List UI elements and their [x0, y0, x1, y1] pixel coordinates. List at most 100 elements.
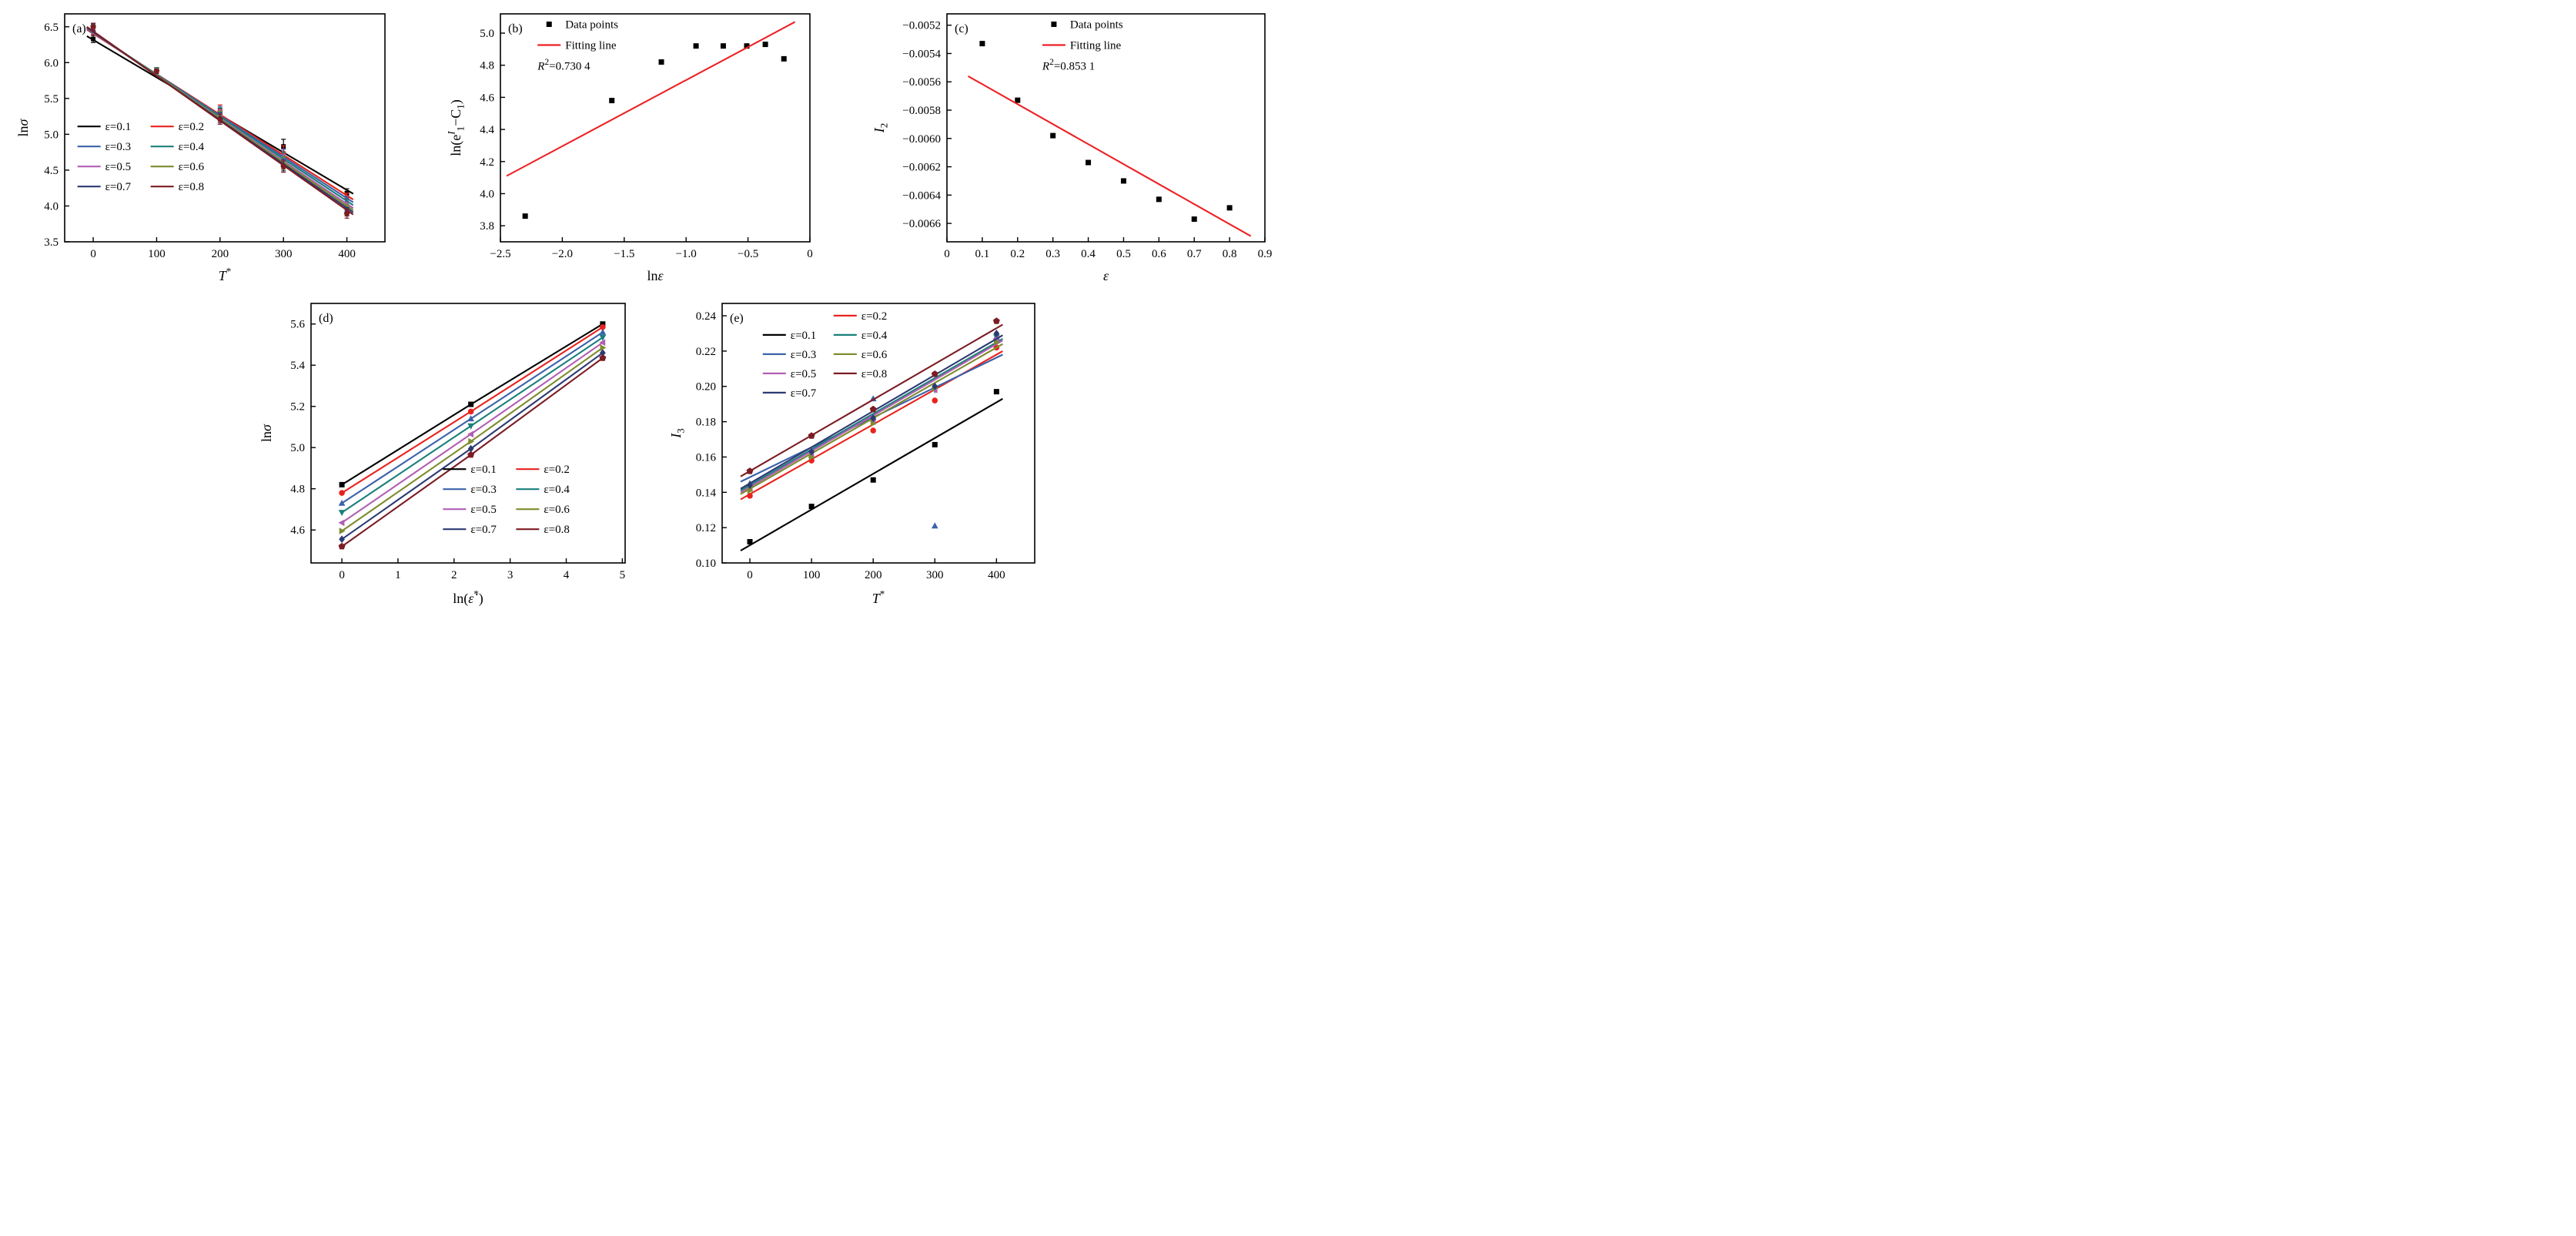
svg-text:ε=0.3: ε=0.3	[105, 141, 132, 153]
svg-text:ε=0.4: ε=0.4	[179, 141, 205, 153]
svg-text:4.4: 4.4	[480, 124, 494, 136]
svg-text:Fitting line: Fitting line	[1070, 40, 1122, 52]
svg-text:−1.0: −1.0	[676, 248, 697, 260]
svg-text:4.8: 4.8	[480, 60, 494, 72]
svg-text:2: 2	[451, 569, 457, 581]
svg-text:0.10: 0.10	[696, 558, 716, 570]
svg-text:−0.0056: −0.0056	[902, 76, 941, 89]
chart-panel-e-I3-vs-T: 0 100 200 300 400 0.10 0.12 0.14 0.16 0.18 0.20 0.2…	[664, 294, 1049, 614]
svg-text:4.5: 4.5	[44, 165, 59, 177]
svg-text:0: 0	[747, 569, 753, 581]
svg-text:−0.0058: −0.0058	[902, 105, 941, 117]
svg-text:0: 0	[339, 569, 345, 581]
svg-text:200: 200	[212, 248, 229, 260]
svg-text:R2=0.730 4: R2=0.730 4	[537, 58, 590, 73]
svg-text:−0.0054: −0.0054	[902, 48, 941, 60]
svg-text:0: 0	[90, 248, 96, 260]
svg-text:ε=0.5: ε=0.5	[470, 504, 497, 516]
svg-text:ε=0.8: ε=0.8	[179, 181, 205, 193]
svg-text:4.0: 4.0	[44, 200, 59, 213]
svg-text:0.22: 0.22	[696, 346, 716, 358]
svg-text:0.6: 0.6	[1152, 248, 1166, 260]
svg-text:5.0: 5.0	[44, 129, 59, 141]
svg-text:0.9: 0.9	[1258, 248, 1273, 260]
svg-text:ε=0.5: ε=0.5	[105, 161, 132, 173]
svg-text:5.6: 5.6	[290, 319, 305, 331]
svg-text:300: 300	[275, 248, 293, 260]
svg-text:ε=0.4: ε=0.4	[544, 484, 570, 496]
svg-text:ε=0.3: ε=0.3	[470, 484, 497, 496]
svg-text:0.5: 0.5	[1116, 248, 1131, 260]
plot-e: 0 100 200 300 400 0.10 0.12 0.14 0.16 0.18 0.20 0.2…	[668, 303, 1035, 606]
svg-text:T*: T*	[872, 588, 885, 606]
svg-text:Data points: Data points	[1070, 19, 1123, 32]
svg-text:ε=0.2: ε=0.2	[179, 121, 205, 133]
svg-text:ε=0.8: ε=0.8	[544, 524, 570, 536]
multi-panel-figure: 0 100 200 300 400 3.5 4.0 4.5 5.0 5.5 6.0 6.5 T* lnσ ε…	[0, 0, 1288, 618]
svg-text:5.0: 5.0	[480, 28, 494, 40]
svg-text:−1.5: −1.5	[614, 248, 634, 260]
plot-d: 0 1 2 3 4 5 4.6 4.8 5.0 5.2 5.4 5.6 ln(ε̇*) lnσ ε=0.1 ε…	[259, 303, 626, 607]
svg-text:lnε: lnε	[647, 268, 664, 283]
svg-text:4.0: 4.0	[480, 188, 494, 200]
svg-text:0.3: 0.3	[1045, 248, 1060, 260]
svg-text:−0.0066: −0.0066	[902, 218, 941, 230]
svg-text:6.0: 6.0	[44, 57, 59, 69]
svg-text:R2=0.853 1: R2=0.853 1	[1042, 58, 1095, 73]
svg-text:4.6: 4.6	[480, 92, 494, 104]
svg-text:(b): (b)	[508, 22, 523, 35]
svg-text:−0.0060: −0.0060	[902, 133, 941, 146]
svg-text:400: 400	[988, 569, 1005, 581]
svg-text:ε=0.6: ε=0.6	[861, 349, 888, 361]
svg-text:4.8: 4.8	[290, 484, 305, 496]
svg-text:0.1: 0.1	[975, 248, 990, 260]
svg-text:5.0: 5.0	[290, 442, 305, 454]
svg-text:I3: I3	[668, 428, 687, 439]
svg-text:−2.0: −2.0	[552, 248, 573, 260]
svg-text:I2: I2	[871, 123, 890, 134]
svg-text:ln(ε̇*): ln(ε̇*)	[453, 588, 483, 607]
chart-panel-b-fit-ln-epsilon: −2.5 −2.0 −1.5 −1.0 −0.5 0 3.8 4.0 4.2 4.4 4.6 4.8 5…	[443, 5, 821, 291]
svg-text:5.5: 5.5	[44, 93, 59, 106]
svg-text:(d): (d)	[319, 312, 333, 325]
svg-text:1: 1	[395, 569, 401, 581]
svg-text:ε=0.7: ε=0.7	[791, 387, 817, 400]
svg-text:−0.5: −0.5	[738, 248, 758, 260]
svg-text:0.24: 0.24	[696, 310, 717, 323]
svg-text:100: 100	[803, 569, 821, 581]
svg-text:0.8: 0.8	[1223, 248, 1237, 260]
svg-text:ε=0.1: ε=0.1	[791, 330, 817, 342]
svg-text:3: 3	[507, 569, 514, 581]
chart-panel-c-I2-vs-epsilon: 0 0.1 0.2 0.3 0.4 0.5 0.6 0.7 0.8 0.9 −0.0052 −0.00…	[865, 5, 1277, 291]
svg-text:lnσ: lnσ	[15, 118, 31, 136]
svg-text:lnσ: lnσ	[259, 424, 274, 442]
svg-text:0: 0	[807, 248, 813, 260]
svg-text:T*: T*	[219, 265, 232, 283]
svg-text:0.16: 0.16	[696, 451, 717, 464]
svg-text:ln(eI1−C1): ln(eI1−C1)	[445, 99, 466, 156]
svg-text:0.7: 0.7	[1187, 248, 1202, 260]
svg-text:4.6: 4.6	[290, 524, 305, 537]
svg-text:ε=0.1: ε=0.1	[470, 464, 497, 476]
svg-text:4.2: 4.2	[480, 156, 494, 169]
svg-text:0.20: 0.20	[696, 381, 716, 394]
svg-text:ε=0.2: ε=0.2	[861, 310, 888, 323]
svg-text:3.8: 3.8	[480, 220, 494, 233]
svg-text:−0.0052: −0.0052	[902, 20, 941, 32]
svg-text:3.5: 3.5	[44, 236, 59, 249]
svg-text:(c): (c)	[955, 22, 969, 35]
svg-text:6.5: 6.5	[44, 22, 59, 34]
svg-text:5: 5	[620, 569, 626, 581]
svg-text:ε=0.3: ε=0.3	[791, 349, 817, 361]
svg-text:5.4: 5.4	[290, 360, 305, 372]
svg-text:0.2: 0.2	[1010, 248, 1025, 260]
svg-text:0.14: 0.14	[696, 487, 717, 499]
svg-text:0: 0	[944, 248, 950, 260]
svg-text:ε=0.7: ε=0.7	[105, 181, 132, 193]
chart-panel-a-ln-sigma-vs-T: 0 100 200 300 400 3.5 4.0 4.5 5.0 5.5 6.0 6.5 T* lnσ ε…	[11, 5, 396, 291]
svg-text:ε: ε	[1103, 268, 1109, 283]
svg-text:−0.0062: −0.0062	[902, 162, 941, 174]
svg-text:ε=0.6: ε=0.6	[544, 504, 570, 516]
svg-text:Data points: Data points	[565, 19, 618, 32]
svg-text:ε=0.6: ε=0.6	[179, 161, 205, 173]
